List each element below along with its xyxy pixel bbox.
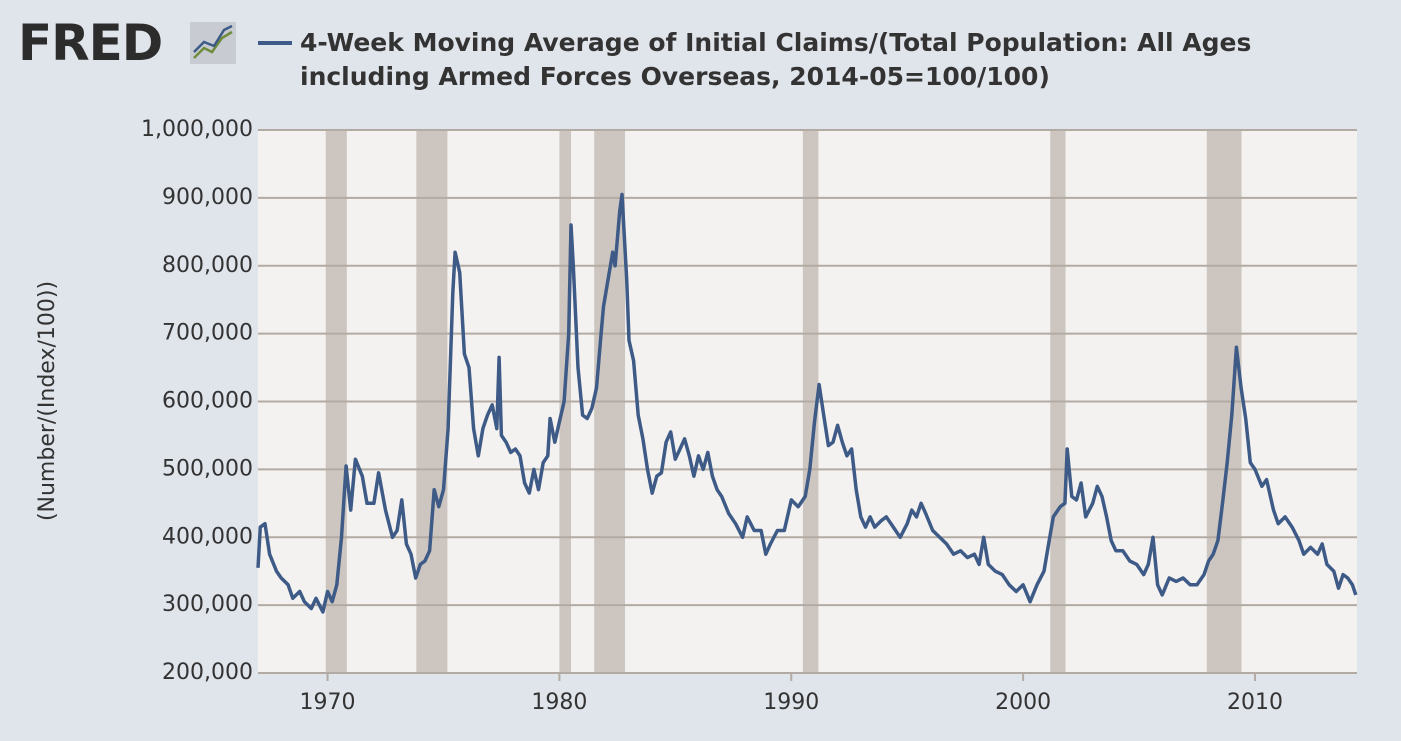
y-tick-label: 700,000 (162, 321, 253, 346)
y-axis-label: (Number/(Index/100)) (35, 281, 60, 521)
y-tick-label: 600,000 (162, 389, 253, 414)
logo-icon-line (193, 30, 233, 59)
x-tick-label: 1990 (763, 690, 819, 715)
logo-icon-line (193, 24, 233, 53)
y-tick-label: 800,000 (162, 253, 253, 278)
data-line (256, 192, 1358, 614)
logo: FRED (18, 14, 163, 72)
y-tick-label: 900,000 (162, 185, 253, 210)
y-tick-label: 200,000 (162, 660, 253, 685)
x-tick-label: 2010 (1227, 690, 1283, 715)
x-tick-label: 2000 (995, 690, 1051, 715)
y-tick-label: 400,000 (162, 524, 253, 549)
chart-title: 4-Week Moving Average of Initial Claims/… (300, 28, 1252, 91)
x-tick-label: 1980 (531, 690, 587, 715)
y-tick-label: 300,000 (162, 592, 253, 617)
y-tick-label: 1,000,000 (141, 117, 253, 142)
x-tick-label: 1970 (300, 690, 356, 715)
y-tick-label: 500,000 (162, 456, 253, 481)
